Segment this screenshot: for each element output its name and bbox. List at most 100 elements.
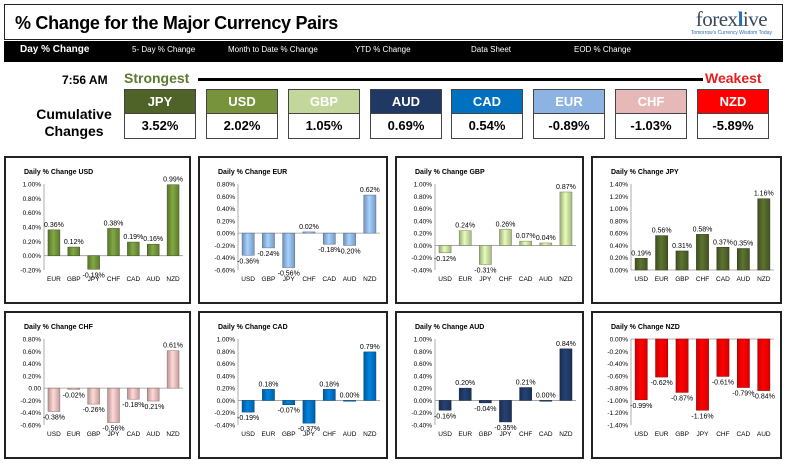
- bar: [675, 338, 689, 393]
- x-category-label: GBP: [262, 276, 276, 283]
- strength-axis-line: [198, 78, 703, 81]
- chart-title: Daily % Change AUD: [415, 324, 484, 331]
- data-label: 0.20%: [455, 380, 475, 387]
- strongest-label: Strongest: [124, 70, 190, 86]
- x-category-label: USD: [47, 431, 61, 438]
- x-category-label: NZD: [166, 276, 180, 283]
- y-tick-label: 0.40%: [610, 243, 629, 250]
- data-label: -0.19%: [83, 272, 105, 279]
- y-tick-label: 0.00%: [414, 243, 433, 250]
- tab-eod-change[interactable]: EOD % Change: [574, 45, 631, 54]
- y-tick-label: 0.40%: [217, 206, 236, 213]
- tab-day-change[interactable]: Day % Change: [20, 44, 90, 55]
- x-category-label: CAD: [322, 276, 336, 283]
- bar: [127, 387, 140, 400]
- data-label: 0.00%: [536, 392, 556, 399]
- y-tick-label: 0.00%: [414, 398, 433, 405]
- y-tick-label: 0.40%: [23, 225, 42, 232]
- data-label: -0.19%: [237, 415, 259, 422]
- data-label: 0.99%: [163, 177, 183, 184]
- x-category-label: CAD: [126, 431, 140, 438]
- x-category-label: JPY: [88, 276, 101, 283]
- y-tick-label: -0.60%: [214, 268, 235, 275]
- x-category-label: AUD: [343, 276, 357, 283]
- y-tick-label: 1.40%: [610, 182, 629, 189]
- y-tick-label: 0.40%: [414, 218, 433, 225]
- data-label: -0.61%: [712, 379, 734, 386]
- y-tick-label: -0.80%: [607, 386, 628, 393]
- y-tick-label: 0.60%: [610, 231, 629, 238]
- y-tick-label: -1.20%: [607, 410, 628, 417]
- data-label: 0.19%: [631, 250, 651, 257]
- y-tick-label: 0.40%: [414, 373, 433, 380]
- data-label: -0.31%: [474, 267, 496, 274]
- currency-value: -1.03%: [630, 118, 672, 133]
- currency-code: CAD: [452, 90, 522, 114]
- x-category-label: AUD: [757, 431, 771, 438]
- x-category-label: AUD: [146, 276, 160, 283]
- data-label: -0.02%: [63, 392, 85, 399]
- x-category-label: EUR: [458, 276, 472, 283]
- currency-value: -5.89%: [712, 118, 754, 133]
- currency-value: 2.02%: [223, 118, 261, 133]
- y-tick-label: 0.60%: [414, 361, 433, 368]
- forexlive-logo[interactable]: forexlive Tomorrow's Currency Wisdom Tod…: [691, 8, 772, 37]
- bar: [757, 338, 771, 391]
- currency-box-chf: CHF -1.03%: [615, 89, 687, 139]
- data-label: -0.62%: [651, 380, 673, 387]
- tab-month-to-date-change[interactable]: Month to Date % Change: [228, 45, 318, 54]
- y-tick-label: 0.00%: [217, 231, 236, 238]
- y-tick-label: 0.00%: [217, 398, 236, 405]
- bar: [539, 242, 553, 246]
- data-label: 0.61%: [163, 343, 183, 350]
- currency-value: 0.69%: [387, 118, 425, 133]
- y-tick-label: 0.80%: [23, 337, 42, 344]
- y-tick-label: 0.80%: [217, 349, 236, 356]
- tab-ytd-change[interactable]: YTD % Change: [355, 45, 411, 54]
- data-label: 0.19%: [123, 234, 143, 241]
- tab-data-sheet[interactable]: Data Sheet: [471, 45, 512, 54]
- weakest-label: Weakest: [705, 70, 762, 86]
- tab-5-day-change[interactable]: 5- Day % Change: [132, 45, 196, 54]
- bar: [634, 258, 648, 271]
- currency-box-usd: USD 2.02%: [206, 89, 278, 139]
- bar: [67, 246, 80, 256]
- currency-box-cad: CAD 0.54%: [451, 89, 523, 139]
- y-tick-label: -0.20%: [20, 398, 41, 405]
- currency-code: GBP: [289, 90, 359, 114]
- bar: [343, 232, 356, 246]
- x-category-label: CHF: [323, 431, 336, 438]
- chart-panel-eur: Daily % Change EUR -0.60% -0.40% -0.20% 0.00…: [198, 156, 388, 304]
- cumulative-changes-label: Cumulative Changes: [36, 106, 112, 139]
- y-tick-label: -0.20%: [607, 349, 628, 356]
- bar: [757, 198, 771, 271]
- bar: [736, 248, 750, 271]
- y-tick-label: 0.20%: [217, 386, 236, 393]
- chart-panel-aud: Daily % Change AUD -0.40% -0.20% 0.00% 0.20%…: [395, 311, 584, 459]
- x-category-label: AUD: [146, 431, 160, 438]
- data-label: 0.18%: [319, 381, 339, 388]
- chart-title: Daily % Change JPY: [611, 169, 679, 176]
- currency-box-nzd: NZD -5.89%: [697, 89, 769, 139]
- x-category-label: CAD: [716, 276, 730, 283]
- data-label: 0.58%: [693, 226, 713, 233]
- x-category-label: USD: [438, 276, 452, 283]
- nav-tabs: Day % Change 5- Day % Change Month to Da…: [4, 41, 783, 62]
- x-category-label: USD: [241, 276, 255, 283]
- x-category-label: CAD: [126, 276, 140, 283]
- bar: [458, 387, 472, 401]
- bar: [282, 232, 296, 268]
- y-tick-label: 0.60%: [414, 206, 433, 213]
- y-tick-label: -0.40%: [20, 410, 41, 417]
- currency-code: NZD: [698, 90, 768, 114]
- chart-panel-gbp: Daily % Change GBP -0.40% -0.20% 0.00% 0.20%…: [395, 156, 584, 304]
- data-label: 0.87%: [556, 184, 576, 191]
- y-tick-label: -0.20%: [20, 268, 41, 275]
- x-category-label: CHF: [499, 276, 512, 283]
- x-category-label: AUD: [539, 276, 553, 283]
- data-label: -0.35%: [494, 425, 516, 432]
- data-label: -0.20%: [338, 248, 360, 255]
- y-tick-label: -0.40%: [214, 255, 235, 262]
- x-category-label: JPY: [108, 431, 121, 438]
- data-label: -0.07%: [278, 408, 300, 415]
